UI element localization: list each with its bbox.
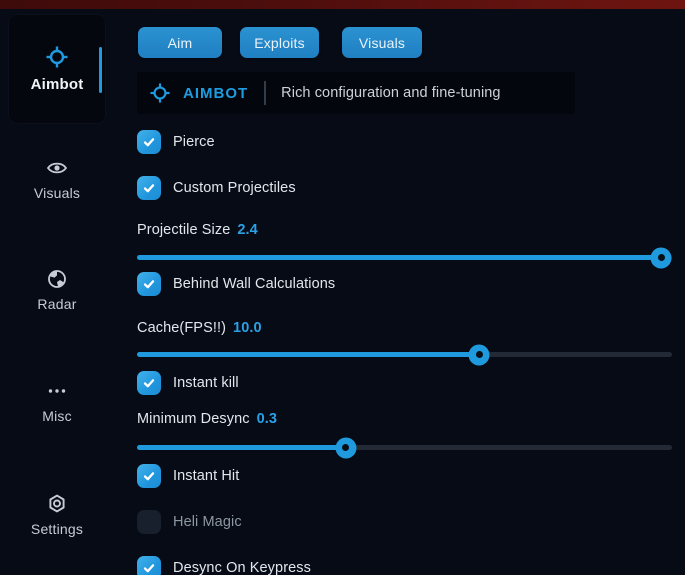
slider-fill <box>137 352 480 357</box>
checkbox-row-pierce[interactable]: Pierce <box>137 130 215 154</box>
checkbox-row-custom-projectiles[interactable]: Custom Projectiles <box>137 176 296 200</box>
check-icon <box>143 472 155 481</box>
slider-handle[interactable] <box>335 437 357 458</box>
slider-handle[interactable] <box>650 247 672 268</box>
sidebar-item-label: Aimbot <box>30 75 84 93</box>
slider-minimum-desync[interactable] <box>137 437 672 458</box>
gear-icon <box>46 493 68 515</box>
checkbox[interactable] <box>137 556 161 575</box>
tab-label: Exploits <box>254 34 305 51</box>
top-red-strip <box>0 0 685 9</box>
ellipsis-icon <box>46 380 68 402</box>
check-icon <box>143 280 155 289</box>
slider-label-text: Minimum Desync <box>137 411 250 427</box>
slider-cache-fps[interactable] <box>137 344 672 365</box>
slider-label-text: Cache(FPS!!) <box>137 320 227 336</box>
slider-handle[interactable] <box>468 344 490 365</box>
checkbox-row-instant-hit[interactable]: Instant Hit <box>137 464 239 488</box>
sidebar-item-visuals[interactable]: Visuals <box>8 157 106 201</box>
checkbox[interactable] <box>137 510 161 534</box>
sidebar-item-misc[interactable]: Misc <box>8 380 106 424</box>
slider-fill <box>137 445 346 450</box>
checkbox[interactable] <box>137 464 161 488</box>
check-icon <box>143 184 155 193</box>
globe-icon <box>46 268 68 290</box>
check-icon <box>143 379 155 388</box>
checkbox-row-instant-kill[interactable]: Instant kill <box>137 371 239 395</box>
checkbox-label: Heli Magic <box>173 514 242 530</box>
sidebar-item-radar[interactable]: Radar <box>8 268 106 312</box>
section-header: AIMBOT Rich configuration and fine-tunin… <box>137 72 575 114</box>
active-indicator <box>99 47 102 93</box>
slider-value: 2.4 <box>237 222 258 238</box>
sidebar-item-aimbot[interactable]: Aimbot <box>8 14 106 124</box>
slider-label-projectile-size: Projectile Size 2.4 <box>137 222 258 238</box>
checkbox[interactable] <box>137 130 161 154</box>
checkbox-label: Pierce <box>173 134 215 150</box>
eye-icon <box>46 157 68 179</box>
crosshair-icon <box>150 83 170 103</box>
slider-track[interactable] <box>137 255 672 260</box>
tab-label: Visuals <box>358 34 406 51</box>
checkbox-label: Desync On Keypress <box>173 560 311 575</box>
crosshair-icon <box>46 46 68 68</box>
sidebar-item-label: Misc <box>42 408 72 424</box>
sidebar-item-label: Settings <box>30 521 84 537</box>
checkbox-label: Instant Hit <box>173 468 240 484</box>
tab-aim[interactable]: Aim <box>138 27 222 58</box>
checkbox[interactable] <box>137 272 161 296</box>
checkbox-row-desync-on-keypress[interactable]: Desync On Keypress <box>137 556 311 575</box>
checkbox-label: Behind Wall Calculations <box>173 276 336 292</box>
check-icon <box>143 564 155 573</box>
tab-exploits[interactable]: Exploits <box>240 27 319 58</box>
sidebar-item-label: Radar <box>37 296 77 312</box>
slider-label-text: Projectile Size <box>137 222 231 238</box>
header-separator <box>264 81 267 105</box>
slider-track[interactable] <box>137 445 672 450</box>
slider-label-minimum-desync: Minimum Desync 0.3 <box>137 411 277 427</box>
slider-projectile-size[interactable] <box>137 247 672 268</box>
checkbox-label: Custom Projectiles <box>173 180 296 196</box>
checkbox-row-behind-wall[interactable]: Behind Wall Calculations <box>137 272 335 296</box>
check-icon <box>143 138 155 147</box>
checkbox[interactable] <box>137 176 161 200</box>
checkbox-label: Instant kill <box>173 375 239 391</box>
slider-label-cache-fps: Cache(FPS!!) 10.0 <box>137 320 262 336</box>
sidebar-item-settings[interactable]: Settings <box>8 493 106 537</box>
checkbox-row-heli-magic[interactable]: Heli Magic <box>137 510 242 534</box>
slider-fill <box>137 255 662 260</box>
tab-label: Aim <box>167 34 193 51</box>
section-subtitle: Rich configuration and fine-tuning <box>281 85 501 101</box>
checkbox[interactable] <box>137 371 161 395</box>
slider-track[interactable] <box>137 352 672 357</box>
slider-value: 10.0 <box>233 320 262 336</box>
sidebar-item-label: Visuals <box>33 185 81 201</box>
slider-value: 0.3 <box>256 411 278 427</box>
section-title: AIMBOT <box>183 84 249 102</box>
tab-visuals[interactable]: Visuals <box>342 27 422 58</box>
